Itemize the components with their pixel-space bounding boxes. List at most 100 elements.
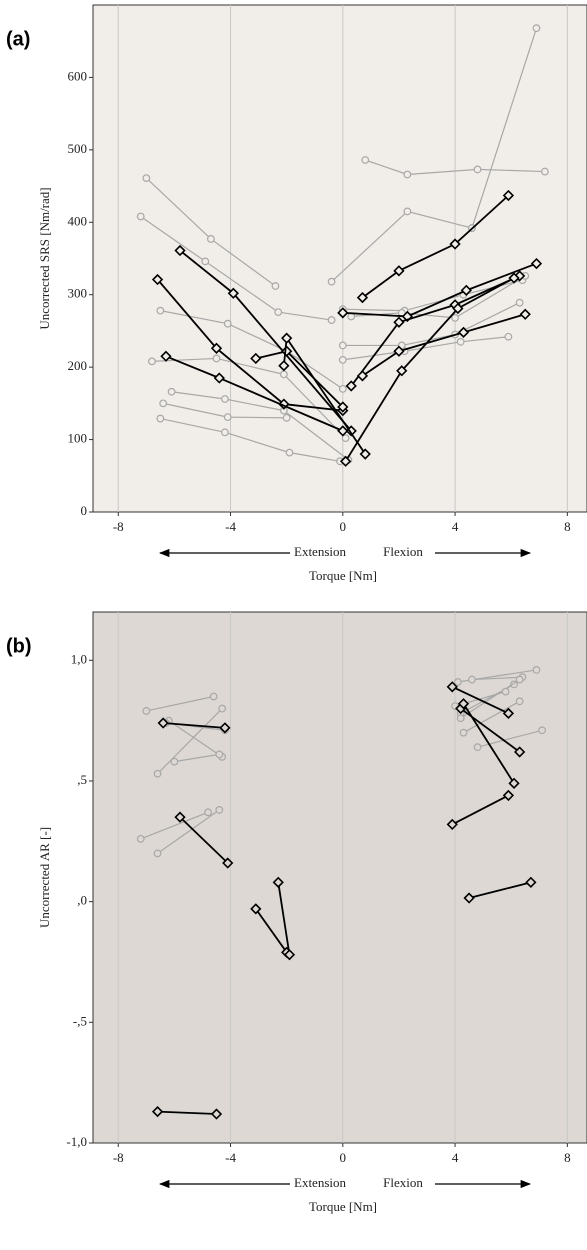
diamond-marker (452, 302, 464, 315)
diamond-marker (278, 360, 290, 372)
series-line (462, 703, 515, 784)
circle-marker (282, 413, 291, 422)
y-tick-label: 400 (68, 213, 88, 228)
circle-marker (142, 707, 151, 715)
circle-marker (221, 395, 229, 403)
diamond-marker (337, 425, 349, 437)
series-line (361, 194, 510, 299)
diamond-marker (339, 455, 352, 467)
circle-marker (501, 687, 510, 696)
series-line (156, 278, 343, 412)
diamond-marker (508, 777, 520, 789)
y-tick-label: -1,0 (66, 1134, 87, 1149)
diamond-marker (283, 949, 296, 961)
series-line (151, 357, 347, 439)
diamond-marker (446, 681, 458, 693)
y-axis-title: Uncorrected SRS [Nm/rad] (37, 187, 52, 329)
circle-marker (504, 332, 513, 341)
series-line (365, 159, 545, 176)
circle-marker (206, 235, 215, 243)
diamond-marker (210, 342, 223, 354)
x-tick-label: 8 (564, 519, 571, 534)
series-line (471, 27, 538, 229)
diamond-marker (227, 287, 239, 299)
series-line (471, 676, 523, 681)
annotation: Flexion (383, 544, 423, 559)
circle-marker (209, 692, 218, 701)
diamond-marker (393, 345, 405, 357)
circle-marker (515, 675, 524, 684)
series-line (157, 1110, 217, 1115)
panel-label: (b) (6, 635, 32, 657)
diamond-marker (151, 273, 164, 286)
diamond-marker (213, 372, 225, 384)
series-line (277, 882, 291, 955)
diamond-marker (174, 244, 186, 257)
diamond-marker (157, 717, 169, 729)
diamond-marker (519, 308, 531, 320)
circle-marker (221, 428, 229, 437)
diamond-marker (174, 811, 186, 823)
diamond-marker (250, 352, 262, 365)
circle-marker (515, 298, 524, 307)
series-line (140, 215, 332, 321)
diamond-marker (160, 350, 172, 362)
diamond-marker (222, 857, 234, 869)
circle-marker (215, 806, 224, 814)
series-line (460, 679, 520, 719)
series-line (179, 816, 229, 864)
circle-marker (156, 306, 165, 315)
diamond-marker (250, 903, 262, 915)
x-tick-label: -4 (225, 1150, 236, 1165)
diamond-marker (525, 876, 537, 888)
series-line (171, 391, 349, 461)
plot-area (92, 611, 587, 1144)
circle-marker (338, 341, 347, 350)
circle-marker (468, 675, 476, 684)
circle-marker (338, 384, 347, 393)
circle-marker (532, 666, 541, 674)
circle-marker (327, 316, 336, 324)
y-axis-title: Uncorrected AR [-] (37, 827, 52, 928)
diamond-marker (396, 365, 408, 377)
x-tick-label: 4 (452, 519, 459, 534)
circle-marker (201, 257, 210, 266)
circle-marker (153, 769, 162, 778)
circle-marker (515, 697, 524, 706)
series-line (344, 277, 515, 462)
series-line (163, 722, 225, 729)
diamond-marker (508, 272, 520, 284)
y-tick-label: 0 (81, 503, 88, 518)
diamond-marker (457, 698, 470, 710)
circle-marker (456, 337, 465, 346)
diamond-marker (514, 746, 526, 758)
diamond-marker (356, 291, 369, 304)
annotation: Extension (294, 1175, 346, 1190)
x-tick-label: 0 (340, 519, 347, 534)
series-line (463, 700, 520, 734)
circle-marker (279, 370, 288, 379)
panel-label: (a) (6, 28, 30, 50)
circle-marker (453, 678, 462, 686)
diamond-marker (502, 789, 515, 802)
circle-marker (218, 704, 227, 713)
x-tick-label: 4 (452, 1150, 459, 1165)
circle-marker (153, 849, 162, 858)
circle-marker (142, 174, 151, 183)
x-axis-title: Torque [Nm] (309, 568, 377, 583)
y-tick-label: 200 (68, 358, 88, 373)
circle-marker (215, 750, 224, 759)
circle-marker (459, 728, 468, 737)
circle-marker (327, 277, 336, 286)
diamond-marker (337, 307, 349, 319)
circle-marker (538, 726, 546, 735)
diamond-marker (356, 370, 369, 382)
diamond-marker (502, 707, 515, 720)
y-tick-label: 100 (68, 431, 88, 446)
diamond-marker (463, 892, 475, 904)
circle-marker (473, 743, 482, 752)
series-line (468, 881, 532, 899)
y-tick-label: -,5 (73, 1013, 87, 1028)
annotation: Flexion (383, 1175, 423, 1190)
